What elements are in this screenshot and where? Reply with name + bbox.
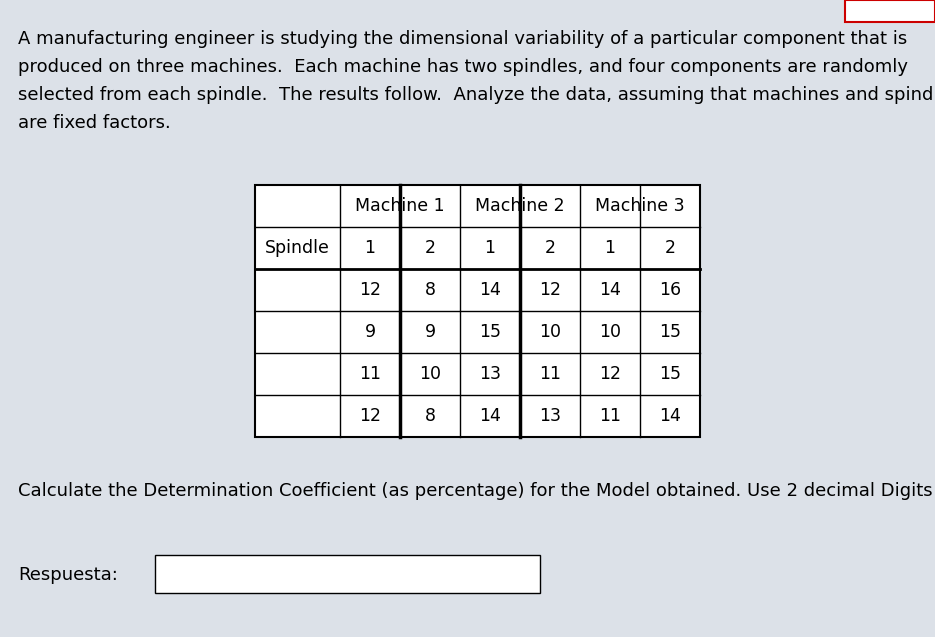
Text: 15: 15	[659, 323, 681, 341]
Text: 11: 11	[539, 365, 561, 383]
Text: 10: 10	[539, 323, 561, 341]
Text: 13: 13	[539, 407, 561, 425]
Text: 2: 2	[665, 239, 675, 257]
Text: 9: 9	[365, 323, 376, 341]
Text: Machine 3: Machine 3	[596, 197, 684, 215]
Text: 16: 16	[659, 281, 681, 299]
Text: 15: 15	[659, 365, 681, 383]
Text: A manufacturing engineer is studying the dimensional variability of a particular: A manufacturing engineer is studying the…	[18, 30, 907, 48]
Text: Machine 1: Machine 1	[355, 197, 445, 215]
Text: 13: 13	[479, 365, 501, 383]
Text: selected from each spindle.  The results follow.  Analyze the data, assuming tha: selected from each spindle. The results …	[18, 86, 935, 104]
Text: 12: 12	[539, 281, 561, 299]
Bar	[845, 0, 935, 22]
Text: 12: 12	[359, 407, 381, 425]
Text: 15: 15	[479, 323, 501, 341]
Text: 8: 8	[424, 407, 436, 425]
Text: Spindle: Spindle	[265, 239, 330, 257]
Text: 12: 12	[359, 281, 381, 299]
Text: 1: 1	[365, 239, 376, 257]
Text: 14: 14	[479, 407, 501, 425]
Text: produced on three machines.  Each machine has two spindles, and four components : produced on three machines. Each machine…	[18, 58, 908, 76]
Text: 9: 9	[424, 323, 436, 341]
Text: Machine 2: Machine 2	[475, 197, 565, 215]
Text: 12: 12	[599, 365, 621, 383]
Text: 11: 11	[359, 365, 381, 383]
Text: Calculate the Determination Coefficient (as percentage) for the Model obtained. : Calculate the Determination Coefficient …	[18, 482, 932, 500]
Bar	[155, 555, 540, 593]
Text: 2: 2	[544, 239, 555, 257]
Text: are fixed factors.: are fixed factors.	[18, 114, 171, 132]
Text: Respuesta:: Respuesta:	[18, 566, 118, 584]
Text: 1: 1	[605, 239, 615, 257]
Text: 10: 10	[599, 323, 621, 341]
Text: 14: 14	[659, 407, 681, 425]
Text: 11: 11	[599, 407, 621, 425]
Text: 10: 10	[419, 365, 441, 383]
Text: 8: 8	[424, 281, 436, 299]
Text: 2: 2	[424, 239, 436, 257]
Text: 14: 14	[599, 281, 621, 299]
Text: 1: 1	[484, 239, 496, 257]
Bar	[255, 185, 700, 437]
Text: 14: 14	[479, 281, 501, 299]
